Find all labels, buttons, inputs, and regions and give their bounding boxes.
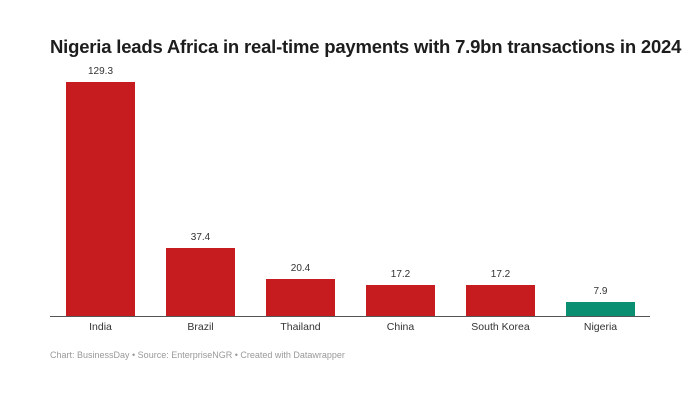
bar-india bbox=[66, 82, 135, 316]
value-label: 37.4 bbox=[190, 232, 211, 243]
chart-footer: Chart: BusinessDay • Source: EnterpriseN… bbox=[50, 350, 345, 360]
bar-thailand bbox=[266, 279, 335, 316]
x-tick-label: Brazil bbox=[187, 321, 214, 333]
value-label: 17.2 bbox=[490, 269, 511, 280]
value-label: 7.9 bbox=[593, 286, 608, 297]
x-axis-line bbox=[50, 316, 650, 317]
bar-brazil bbox=[166, 248, 235, 316]
value-label: 129.3 bbox=[87, 66, 114, 77]
x-tick-label: India bbox=[89, 321, 112, 333]
bar-south-korea bbox=[466, 285, 535, 316]
x-tick-label: China bbox=[386, 321, 415, 333]
x-tick-label: Thailand bbox=[280, 321, 321, 333]
bar-china bbox=[366, 285, 435, 316]
x-tick-label: South Korea bbox=[471, 321, 530, 333]
value-label: 17.2 bbox=[390, 269, 411, 280]
plot-area: 129.3 37.4 20.4 17.2 17.2 7.9 bbox=[50, 60, 650, 316]
chart-title: Nigeria leads Africa in real-time paymen… bbox=[50, 36, 682, 57]
bar-nigeria bbox=[566, 302, 635, 316]
x-tick-label: Nigeria bbox=[583, 321, 618, 333]
value-label: 20.4 bbox=[290, 263, 311, 274]
